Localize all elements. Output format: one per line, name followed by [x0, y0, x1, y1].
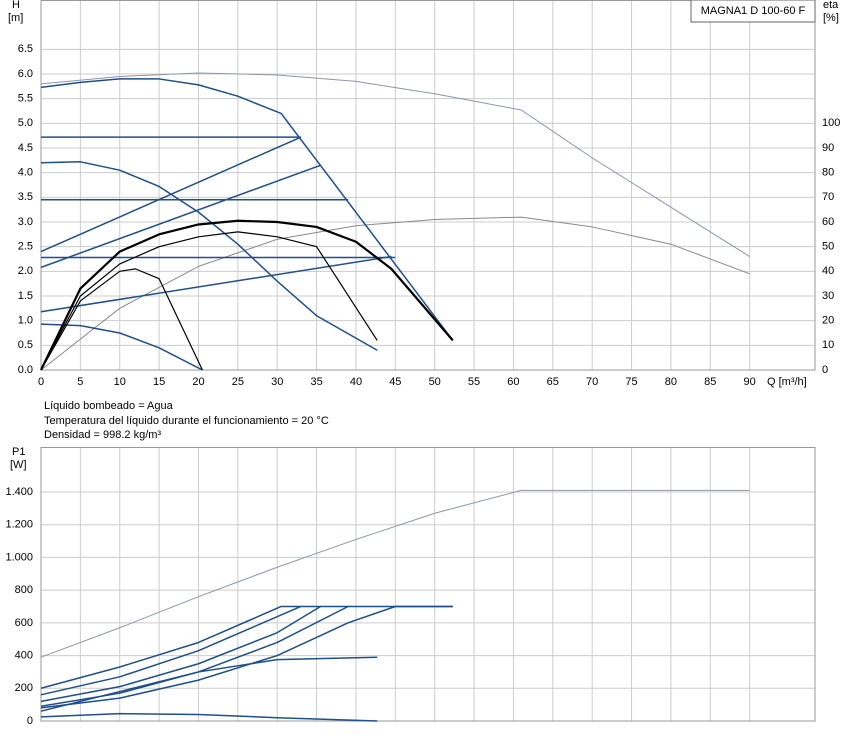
x-label: Q [m³/h] [767, 376, 807, 388]
x-tick-label: 70 [586, 376, 598, 388]
y-label: P1 [12, 446, 25, 458]
y2-tick-label: 70 [822, 191, 834, 203]
y-tick-label: 0.5 [18, 339, 33, 351]
y-tick-label: 3.0 [18, 216, 33, 228]
y2-label: eta [823, 0, 839, 11]
x-tick-label: 5 [77, 376, 83, 388]
legend-label: MAGNA1 D 100-60 F [701, 5, 806, 17]
y2-tick-label: 100 [822, 117, 840, 129]
curve [40, 219, 454, 371]
y-tick-label: 1.000 [5, 551, 33, 563]
legend-box [690, 0, 816, 23]
curve [40, 255, 392, 313]
y-unit: [m] [8, 12, 23, 24]
y-unit: [W] [10, 459, 27, 471]
y2-tick-label: 10 [822, 339, 834, 351]
x-tick-label: 10 [114, 376, 126, 388]
x-tick-label: 40 [350, 376, 362, 388]
curve [40, 605, 453, 690]
y2-tick-label: 0 [822, 364, 828, 376]
plot-frame [40, 0, 816, 371]
y-tick-label: 6.5 [18, 43, 33, 55]
curve [40, 72, 750, 257]
y-tick-label: 2.0 [18, 265, 33, 277]
note: Líquido bombeado = Agua [44, 400, 174, 412]
y-tick-label: 2.5 [18, 241, 33, 253]
curve [40, 78, 454, 341]
y-tick-label: 400 [15, 649, 33, 661]
y-tick-label: 1.0 [18, 315, 33, 327]
y2-unit: [%] [823, 12, 839, 24]
y2-tick-label: 20 [822, 315, 834, 327]
y-tick-label: 1.5 [18, 290, 33, 302]
y-tick-label: 4.5 [18, 142, 33, 154]
curve [40, 605, 453, 709]
x-tick-label: 80 [665, 376, 677, 388]
x-tick-label: 35 [310, 376, 322, 388]
x-tick-label: 15 [153, 376, 165, 388]
y-tick-label: 1.200 [5, 519, 33, 531]
y2-tick-label: 50 [822, 241, 834, 253]
y-tick-label: 800 [15, 584, 33, 596]
y-tick-label: 5.0 [18, 117, 33, 129]
plot-frame [40, 447, 816, 722]
x-tick-label: 50 [429, 376, 441, 388]
curve [40, 656, 378, 712]
x-tick-label: 45 [389, 376, 401, 388]
x-tick-label: 55 [468, 376, 480, 388]
y-tick-label: 600 [15, 617, 33, 629]
x-tick-label: 90 [744, 376, 756, 388]
curve [40, 712, 378, 722]
curve [40, 605, 349, 708]
x-tick-label: 85 [704, 376, 716, 388]
note: Densidad = 998.2 kg/m³ [44, 429, 161, 441]
x-tick-label: 25 [232, 376, 244, 388]
y2-tick-label: 80 [822, 167, 834, 179]
x-tick-label: 75 [625, 376, 637, 388]
y-tick-label: 5.5 [18, 93, 33, 105]
curve [40, 605, 302, 696]
curve [40, 216, 750, 371]
y-tick-label: 200 [15, 682, 33, 694]
curve [40, 268, 203, 371]
x-tick-label: 0 [38, 376, 44, 388]
note: Temperatura del líquido durante el funci… [44, 415, 329, 427]
x-tick-label: 20 [192, 376, 204, 388]
y2-tick-label: 60 [822, 216, 834, 228]
x-tick-label: 65 [547, 376, 559, 388]
x-tick-label: 60 [507, 376, 519, 388]
curve [40, 323, 203, 371]
curve [40, 605, 321, 703]
y-tick-label: 0 [27, 715, 33, 727]
curve [40, 231, 378, 371]
curve [40, 161, 378, 351]
y-tick-label: 1.400 [5, 486, 33, 498]
y-tick-label: 6.0 [18, 68, 33, 80]
y2-tick-label: 30 [822, 290, 834, 302]
x-tick-label: 30 [271, 376, 283, 388]
y2-tick-label: 40 [822, 265, 834, 277]
y-tick-label: 4.0 [18, 167, 33, 179]
y-label: H [12, 0, 20, 11]
y-tick-label: 0.0 [18, 364, 33, 376]
y-tick-label: 3.5 [18, 191, 33, 203]
curve [40, 164, 321, 269]
curve [40, 489, 750, 658]
y2-tick-label: 90 [822, 142, 834, 154]
